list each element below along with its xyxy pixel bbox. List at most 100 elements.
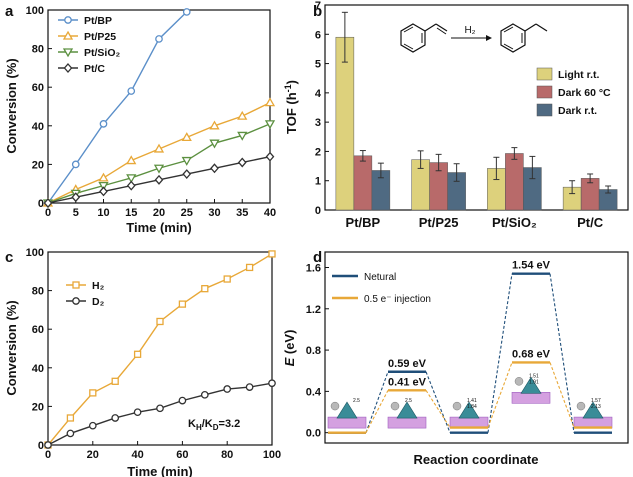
energy-barrier-label: 0.59 eV [388, 358, 427, 370]
x-tick-label: Pt/BP [346, 215, 381, 230]
data-point-d [66, 429, 75, 438]
y-tick-label: 40 [32, 363, 44, 375]
y-tick-label: 40 [32, 121, 44, 133]
energy-connector-netural [425, 371, 451, 433]
x-tick-label: 5 [73, 207, 79, 219]
kinetic-isotope-effect: KH/KD=3.2 [188, 418, 240, 432]
legend-label-0-5-e-injection: 0.5 e⁻ injection [364, 294, 431, 305]
data-point-pt-bp [155, 35, 163, 43]
x-tick-label: 40 [131, 449, 143, 461]
panel-d-axes: 0.0 0.4 0.8 1.2 1.6 [306, 262, 329, 440]
panel-a-axes: 0 5 10 15 20 25 30 35 40 0 20 40 60 80 100 [26, 5, 276, 219]
panel-label-d: d [313, 249, 322, 266]
legend-marker [72, 297, 80, 305]
data-point-d [223, 385, 232, 393]
data-point-pt-p25 [98, 172, 109, 182]
panel-b-bars [335, 11, 618, 211]
data-point-pt-c [126, 180, 136, 191]
x-tick-label: 20 [87, 449, 99, 461]
legend-marker [62, 30, 74, 40]
data-point-pt-c [210, 163, 219, 174]
x-tick-label: 10 [97, 207, 109, 219]
energy-connector-0-5-e-injection [365, 390, 389, 433]
legend-label-pt-p25: Pt/P25 [84, 31, 116, 43]
y-tick-label: 0.4 [306, 386, 322, 398]
data-point-pt-sio [126, 174, 137, 184]
adsorption-structure: 2.5 [387, 398, 427, 429]
adsorbate-molecule [452, 401, 462, 411]
panel-c-frame [47, 251, 273, 446]
pt-cluster [396, 401, 418, 419]
legend-label-dark-60-c: Dark 60 °C [558, 87, 611, 99]
data-point-pt-p25 [237, 110, 248, 120]
adsorption-structure: 2.5 [327, 398, 367, 429]
data-point-pt-bp [99, 120, 108, 128]
energy-connector-0-5-e-injection [425, 390, 451, 428]
panel-b-frame [324, 4, 629, 211]
energy-connector-0-5-e-injection [487, 362, 513, 428]
x-tick-label: 60 [176, 449, 188, 461]
adsorbate-molecule [330, 401, 340, 411]
panel-d-levels: 0.59 eV 0.41 eV 1.54 eV 0.68 eV [328, 260, 612, 434]
legend-marker [63, 63, 73, 73]
pt-cluster [336, 401, 358, 419]
data-point-pt-c [43, 198, 53, 208]
panel-c-legend: H₂ D₂ [66, 280, 105, 308]
series-line-pt-p25 [47, 102, 271, 204]
data-point-pt-bp [71, 160, 80, 169]
bond-length-label: 2.5 [353, 398, 360, 404]
y-tick-label: 100 [26, 247, 44, 259]
panel-label-b: b [313, 3, 322, 20]
data-point-pt-p25 [264, 97, 276, 107]
legend-label-netural: Netural [364, 272, 396, 283]
data-point-d [245, 383, 254, 391]
x-tick-label: 35 [236, 207, 248, 219]
legend-label-d: D₂ [92, 296, 105, 308]
support-slab [327, 416, 367, 429]
data-point-pt-bp [182, 8, 191, 16]
data-point-pt-c [237, 157, 247, 168]
y-tick-label: 80 [32, 286, 44, 298]
data-point-h [156, 317, 164, 326]
pt-cluster [520, 376, 542, 394]
series-line-d [47, 382, 273, 446]
x-tick-label: Pt/P25 [419, 215, 459, 230]
y-tick-label: 20 [32, 401, 44, 413]
ethylbenzene-ring [500, 23, 526, 53]
legend-label-pt-c: Pt/C [84, 63, 105, 75]
legend-swatch [536, 103, 553, 117]
bond-length-label: 2.13 [591, 404, 601, 410]
adsorbate-molecule [576, 401, 586, 411]
data-point-pt-sio [153, 164, 165, 174]
data-point-pt-p25 [181, 132, 192, 142]
panel-d-frame [324, 251, 629, 444]
legend-label-pt-bp: Pt/BP [84, 15, 112, 27]
x-tick-label: 20 [153, 207, 165, 219]
y-tick-label: 1.6 [306, 262, 321, 274]
data-point-pt-c [182, 169, 192, 180]
energy-connector-netural [487, 273, 513, 433]
y-tick-label: 7 [315, 0, 321, 12]
data-point-pt-c [71, 192, 81, 203]
panel-d-xlabel: Reaction coordinate [414, 452, 539, 467]
energy-barrier-label: 0.41 eV [388, 376, 427, 388]
bond-length-label: 1.57 [591, 398, 601, 404]
bar-dark-60-c-pt-bp [353, 155, 373, 211]
data-point-pt-c [154, 174, 164, 185]
energy-connector-netural [549, 273, 575, 433]
energy-barrier-label: 1.54 eV [512, 260, 551, 272]
x-tick-label: 30 [208, 207, 220, 219]
panel-c-xlabel: Time (min) [127, 464, 193, 477]
bond-length-label: 1.41 [467, 398, 477, 404]
data-point-h [223, 275, 231, 283]
legend-label-pt-sio: Pt/SiO₂ [84, 47, 121, 59]
y-tick-label: 1 [315, 176, 321, 188]
legend-swatch [536, 67, 553, 81]
panel-a-line-chart: a 0 5 10 15 20 25 30 35 40 0 20 40 60 80 100 Time (min… [4, 3, 276, 235]
panel-a-legend: Pt/BP Pt/P25 Pt/SiO₂ Pt/C [58, 15, 121, 75]
y-tick-label: 80 [32, 44, 44, 56]
y-tick-label: 0 [315, 205, 321, 217]
adsorption-structure: 1.572.13 [573, 398, 613, 429]
data-point-d [268, 379, 276, 388]
